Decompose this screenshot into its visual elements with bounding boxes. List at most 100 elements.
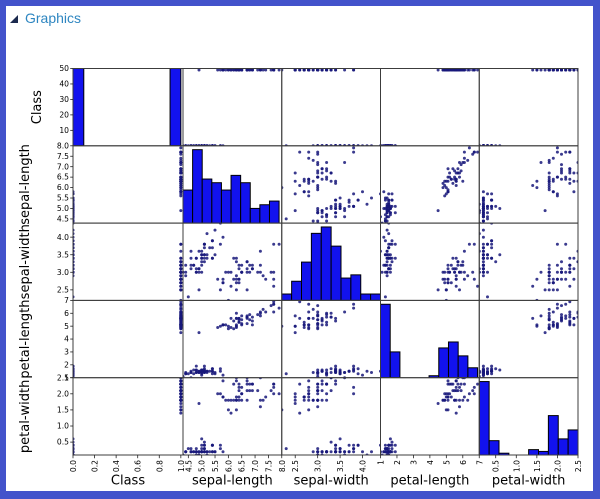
data-point xyxy=(202,253,206,257)
data-point xyxy=(213,450,217,454)
data-point xyxy=(316,171,320,175)
data-point xyxy=(311,371,315,374)
data-point xyxy=(197,450,201,454)
data-point xyxy=(551,277,555,281)
data-point xyxy=(320,211,324,215)
data-point xyxy=(272,270,276,274)
data-point xyxy=(472,150,476,154)
data-point xyxy=(221,235,225,239)
data-point xyxy=(543,331,547,335)
data-point xyxy=(334,319,338,323)
data-point xyxy=(311,158,315,162)
data-point xyxy=(218,392,222,396)
data-point xyxy=(179,150,183,154)
data-point xyxy=(232,68,236,72)
data-point xyxy=(234,408,238,412)
data-point xyxy=(205,253,209,257)
data-point xyxy=(298,411,302,415)
data-point xyxy=(568,267,572,271)
data-point xyxy=(240,385,244,389)
data-point xyxy=(572,190,576,194)
data-point xyxy=(179,284,183,288)
cell-sepal-length-vs-petal-width xyxy=(479,146,578,224)
data-point xyxy=(320,389,324,393)
data-point xyxy=(316,186,320,190)
panel-title[interactable]: Graphics xyxy=(25,10,82,26)
data-point xyxy=(490,372,494,376)
data-point xyxy=(560,313,563,317)
data-point xyxy=(179,256,183,260)
data-point xyxy=(234,256,238,260)
data-point xyxy=(316,163,320,167)
data-point xyxy=(179,260,183,264)
x-tick-label: 7 xyxy=(475,460,484,465)
data-point xyxy=(352,192,356,196)
data-point xyxy=(293,314,297,318)
data-point xyxy=(490,207,494,210)
cell-Class-vs-sepal-width xyxy=(281,68,381,146)
data-point xyxy=(179,167,183,171)
x-tick-label: 4.0 xyxy=(359,460,368,472)
data-point xyxy=(547,267,551,271)
data-point xyxy=(458,385,461,389)
data-point xyxy=(568,169,572,173)
cell-border xyxy=(72,299,184,379)
data-point xyxy=(293,209,297,213)
y-tick-label: 50 xyxy=(59,64,69,73)
data-point xyxy=(385,228,389,232)
data-point xyxy=(179,300,183,304)
data-point xyxy=(564,68,568,72)
row-axis-label-Class: Class xyxy=(30,90,45,124)
data-point xyxy=(385,209,389,213)
data-point xyxy=(486,371,489,374)
data-point xyxy=(347,198,351,202)
data-point xyxy=(184,263,188,267)
data-point xyxy=(490,256,494,260)
data-point xyxy=(490,204,494,208)
collapse-expander-icon[interactable] xyxy=(10,15,18,23)
y-tick-label: 7.0 xyxy=(57,162,69,171)
cell-sepal-width-vs-petal-length xyxy=(380,223,480,301)
data-point xyxy=(385,249,389,253)
data-point xyxy=(325,320,329,324)
data-point xyxy=(481,242,485,246)
data-point xyxy=(564,270,568,274)
data-point xyxy=(547,184,551,187)
data-point xyxy=(179,389,183,393)
data-point xyxy=(568,300,572,304)
data-point xyxy=(208,246,212,250)
data-point xyxy=(436,402,440,405)
y-tick-label: 40 xyxy=(59,80,69,89)
data-point xyxy=(568,284,572,288)
y-tick-label: 5 xyxy=(64,322,69,331)
data-point xyxy=(264,310,268,314)
data-point xyxy=(311,450,315,454)
data-point xyxy=(200,253,204,257)
data-point xyxy=(481,211,485,215)
data-point xyxy=(316,304,320,308)
data-point xyxy=(197,371,201,374)
data-point xyxy=(197,267,201,271)
data-point xyxy=(365,369,369,373)
data-point xyxy=(443,392,447,396)
data-point xyxy=(555,270,559,274)
data-point xyxy=(456,260,460,264)
data-point xyxy=(436,209,440,213)
y-tick-label: 3.5 xyxy=(57,250,69,259)
data-point xyxy=(486,207,489,210)
y-tick-label: 1 xyxy=(64,373,69,382)
data-point xyxy=(454,277,458,281)
data-point xyxy=(316,314,320,318)
data-point xyxy=(555,175,559,179)
data-point xyxy=(453,398,457,402)
data-point xyxy=(568,177,572,181)
data-point xyxy=(293,402,297,405)
data-point xyxy=(383,253,387,257)
data-point xyxy=(237,277,241,281)
data-point xyxy=(456,68,460,72)
data-point xyxy=(200,437,204,441)
data-point xyxy=(272,277,276,281)
data-point xyxy=(197,402,201,405)
data-point xyxy=(572,277,576,281)
data-point xyxy=(441,68,445,72)
